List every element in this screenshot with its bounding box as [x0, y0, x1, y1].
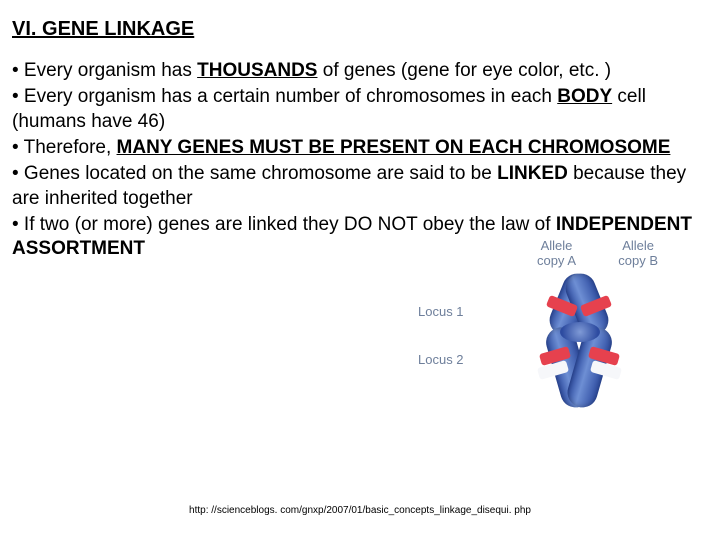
bullet-3: • Therefore, MANY GENES MUST BE PRESENT … — [12, 136, 708, 160]
section-heading: VI. GENE LINKAGE — [12, 18, 708, 41]
bullet-2-pre: • Every organism has a certain number of… — [12, 86, 557, 107]
chromosome-graphic — [502, 266, 657, 416]
bullet-3-em: MANY GENES MUST BE PRESENT ON EACH CHROM… — [117, 137, 671, 158]
bullet-4: • Genes located on the same chromosome a… — [12, 162, 708, 211]
bullet-2: • Every organism has a certain number of… — [12, 85, 708, 134]
label-locus-2: Locus 2 — [418, 352, 464, 367]
label-locus-1: Locus 1 — [418, 304, 464, 319]
chromosome-diagram: Allele copy A Allele copy B Locus 1 Locu… — [410, 230, 674, 420]
label-allele-a-l1: Allele — [541, 238, 573, 253]
bullet-4-em: LINKED — [497, 163, 568, 184]
bullet-1: • Every organism has THOUSANDS of genes … — [12, 59, 708, 83]
label-allele-a: Allele copy A — [537, 238, 576, 268]
bullet-2-em: BODY — [557, 86, 612, 107]
bullet-3-pre: • Therefore, — [12, 137, 117, 158]
bullet-1-pre: • Every organism has — [12, 60, 197, 81]
citation-url: http: //scienceblogs. com/gnxp/2007/01/b… — [0, 505, 720, 516]
bullet-1-em: THOUSANDS — [197, 60, 317, 81]
bullet-4-pre: • Genes located on the same chromosome a… — [12, 163, 497, 184]
centromere — [560, 322, 600, 342]
label-allele-b: Allele copy B — [618, 238, 658, 268]
label-allele-b-l1: Allele — [622, 238, 654, 253]
bullet-1-post: of genes (gene for eye color, etc. ) — [317, 60, 611, 81]
